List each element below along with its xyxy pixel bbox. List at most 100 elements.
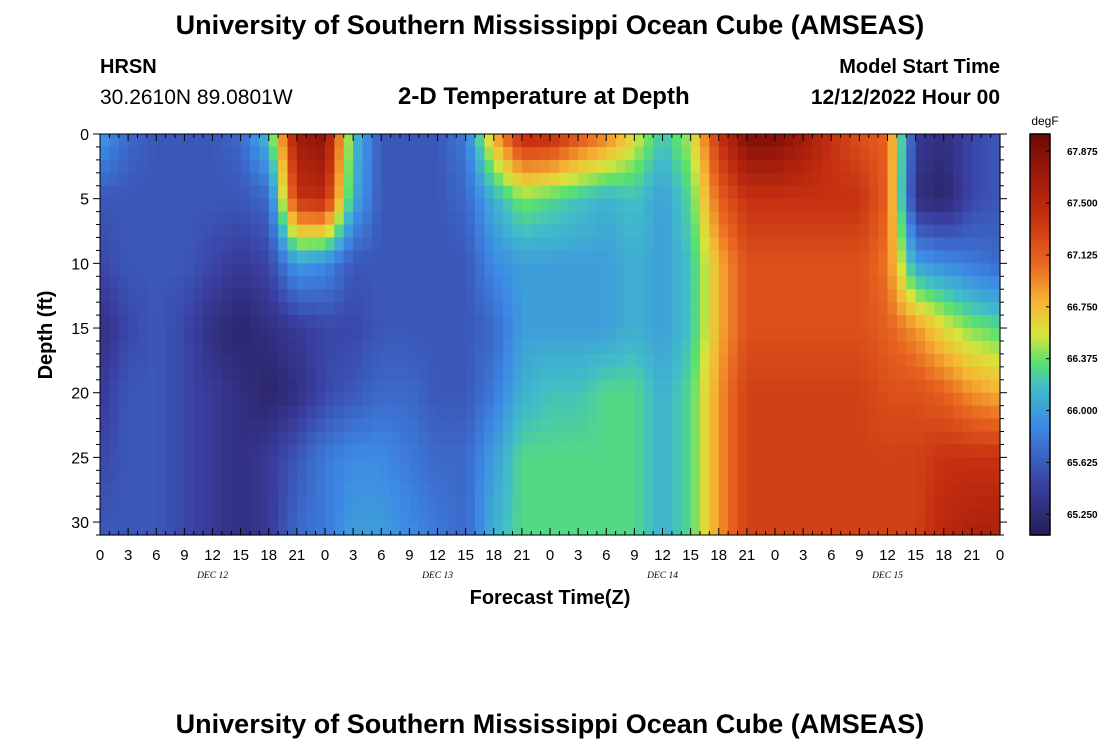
heatmap-cell <box>521 172 532 187</box>
heatmap-cell <box>493 159 504 174</box>
heatmap-cell <box>756 470 767 484</box>
heatmap-cell <box>203 392 214 407</box>
heatmap-cell <box>353 509 364 523</box>
heatmap-cell <box>118 263 129 277</box>
heatmap-cell <box>878 302 889 316</box>
heatmap-cell <box>868 431 879 446</box>
heatmap-cell <box>315 496 326 510</box>
heatmap-cell <box>859 185 870 200</box>
heatmap-cell <box>156 198 167 213</box>
heatmap-cell <box>700 315 710 329</box>
heatmap-cell <box>943 159 954 174</box>
heatmap-cell <box>906 418 917 433</box>
heatmap-cell <box>475 366 485 381</box>
heatmap-cell <box>709 302 720 316</box>
heatmap-cell <box>812 159 823 174</box>
heatmap-cell <box>400 353 410 368</box>
heatmap-cell <box>250 379 260 394</box>
heatmap-cell <box>390 146 401 161</box>
heatmap-cell <box>840 353 851 368</box>
heatmap-cell <box>221 250 232 264</box>
heatmap-cell <box>400 289 410 303</box>
heatmap-cell <box>165 198 176 213</box>
heatmap-cell <box>146 366 157 381</box>
heatmap-cell <box>700 496 710 510</box>
heatmap-cell <box>137 340 148 355</box>
heatmap-cell <box>803 250 814 264</box>
heatmap-cell <box>465 418 476 433</box>
heatmap-cell <box>634 315 645 329</box>
heatmap-cell <box>671 444 682 458</box>
heatmap-cell <box>878 340 889 355</box>
heatmap-cell <box>221 224 232 239</box>
heatmap-cell <box>193 172 204 187</box>
heatmap-cell <box>775 159 785 174</box>
colorbar-swatch <box>1030 471 1050 476</box>
heatmap-cell <box>896 185 907 200</box>
heatmap-cell <box>343 185 354 200</box>
heatmap-cell <box>746 496 757 510</box>
heatmap-cell <box>737 509 748 523</box>
heatmap-cell <box>625 470 635 484</box>
heatmap-cell <box>503 405 514 420</box>
heatmap-cell <box>559 509 570 523</box>
heatmap-cell <box>737 224 748 239</box>
heatmap-cell <box>428 328 439 342</box>
heatmap-cell <box>615 172 626 187</box>
heatmap-cell <box>915 224 926 239</box>
heatmap-cell <box>850 302 860 316</box>
heatmap-cell <box>521 263 532 277</box>
heatmap-cell <box>409 366 420 381</box>
heatmap-cell <box>934 211 945 226</box>
heatmap-cell <box>775 353 785 368</box>
heatmap-cell <box>184 276 195 290</box>
heatmap-cell <box>390 185 401 200</box>
x-tick-label: 15 <box>682 547 699 564</box>
heatmap-cell <box>568 134 579 148</box>
heatmap-cell <box>268 444 279 458</box>
heatmap-cell <box>371 276 382 290</box>
heatmap-cell <box>896 483 907 497</box>
heatmap-cell <box>231 405 242 420</box>
heatmap-cell <box>109 444 120 458</box>
heatmap-cell <box>381 470 392 484</box>
heatmap-cell <box>578 159 589 174</box>
x-tick-label: 12 <box>654 547 671 564</box>
heatmap-cell <box>296 496 307 510</box>
heatmap-cell <box>362 289 373 303</box>
heatmap-cell <box>943 392 954 407</box>
heatmap-cell <box>137 405 148 420</box>
heatmap-cell <box>212 134 223 148</box>
heatmap-cell <box>643 328 654 342</box>
heatmap-cell <box>371 134 382 148</box>
heatmap-cell <box>446 172 457 187</box>
heatmap-cell <box>831 379 842 394</box>
heatmap-cell <box>353 224 364 239</box>
heatmap-cell <box>493 444 504 458</box>
heatmap-cell <box>662 509 673 523</box>
heatmap-cell <box>840 522 851 536</box>
heatmap-cell <box>400 315 410 329</box>
heatmap-cell <box>671 483 682 497</box>
heatmap-cell <box>278 431 289 446</box>
heatmap-cell <box>981 134 992 148</box>
heatmap-cell <box>671 250 682 264</box>
heatmap-cell <box>681 134 692 148</box>
heatmap-cell <box>231 289 242 303</box>
heatmap-cell <box>943 483 954 497</box>
heatmap-cell <box>137 237 148 252</box>
heatmap-cell <box>512 431 523 446</box>
heatmap-cell <box>718 211 729 226</box>
heatmap-cell <box>981 237 992 252</box>
heatmap-cell <box>334 263 345 277</box>
heatmap-cell <box>962 224 973 239</box>
heatmap-cell <box>962 522 973 536</box>
heatmap-cell <box>371 263 382 277</box>
heatmap-cell <box>503 353 514 368</box>
heatmap-cell <box>737 146 748 161</box>
heatmap-cell <box>203 289 214 303</box>
heatmap-cell <box>184 315 195 329</box>
heatmap-cell <box>371 392 382 407</box>
heatmap-cell <box>109 392 120 407</box>
heatmap-cell <box>100 224 110 239</box>
